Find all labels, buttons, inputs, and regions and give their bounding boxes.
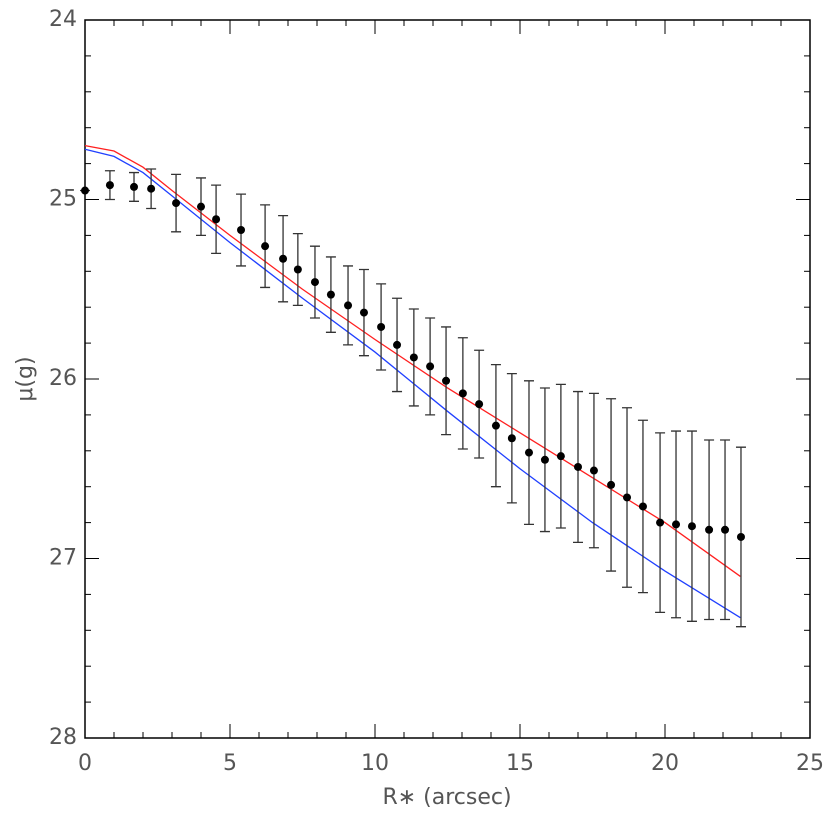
data-point (672, 520, 681, 529)
data-point (172, 199, 181, 208)
x-tick-label: 10 (361, 751, 389, 776)
x-tick-label: 15 (506, 751, 534, 776)
data-point (524, 448, 533, 457)
data-point (326, 290, 335, 299)
y-axis-label: μ(g) (13, 356, 38, 401)
data-point (623, 493, 632, 502)
x-tick-label: 20 (651, 751, 679, 776)
data-point (540, 455, 549, 464)
data-point (344, 301, 353, 310)
data-point (656, 518, 665, 527)
model-line (84, 145, 741, 577)
data-point (721, 525, 730, 534)
data-point (261, 242, 270, 251)
y-tick-label: 28 (49, 725, 77, 750)
data-point (212, 215, 221, 224)
data-point (607, 480, 616, 489)
data-point (293, 265, 302, 274)
data-point (147, 184, 156, 193)
data-point (359, 308, 368, 317)
y-tick-label: 26 (49, 366, 77, 391)
x-axis-label: R∗ (arcsec) (382, 785, 511, 810)
data-point (409, 353, 418, 362)
data-point (310, 278, 319, 287)
data-point (279, 254, 288, 263)
data-point (638, 502, 647, 511)
data-point (736, 532, 745, 541)
data-point (589, 466, 598, 475)
data-point (458, 389, 467, 398)
data-point (426, 362, 435, 371)
data-point (130, 182, 139, 191)
data-point (556, 452, 565, 461)
model-line (84, 148, 741, 619)
data-point (105, 181, 114, 190)
data-point (687, 522, 696, 531)
x-tick-label: 25 (796, 751, 824, 776)
y-tick-label: 25 (49, 187, 77, 212)
y-tick-label: 27 (49, 546, 77, 571)
data-point (377, 322, 386, 331)
y-tick-label: 24 (49, 7, 77, 32)
data-point (197, 202, 205, 211)
x-tick-label: 5 (223, 751, 237, 776)
data-point (442, 376, 451, 385)
data-point (705, 525, 714, 534)
x-tick-label: 0 (78, 751, 92, 776)
data-point (491, 421, 500, 430)
data-point (574, 462, 582, 471)
data-point (393, 340, 402, 349)
data-point (475, 400, 484, 409)
data-point (237, 226, 246, 235)
data-point (81, 186, 89, 195)
data-point (507, 434, 516, 443)
